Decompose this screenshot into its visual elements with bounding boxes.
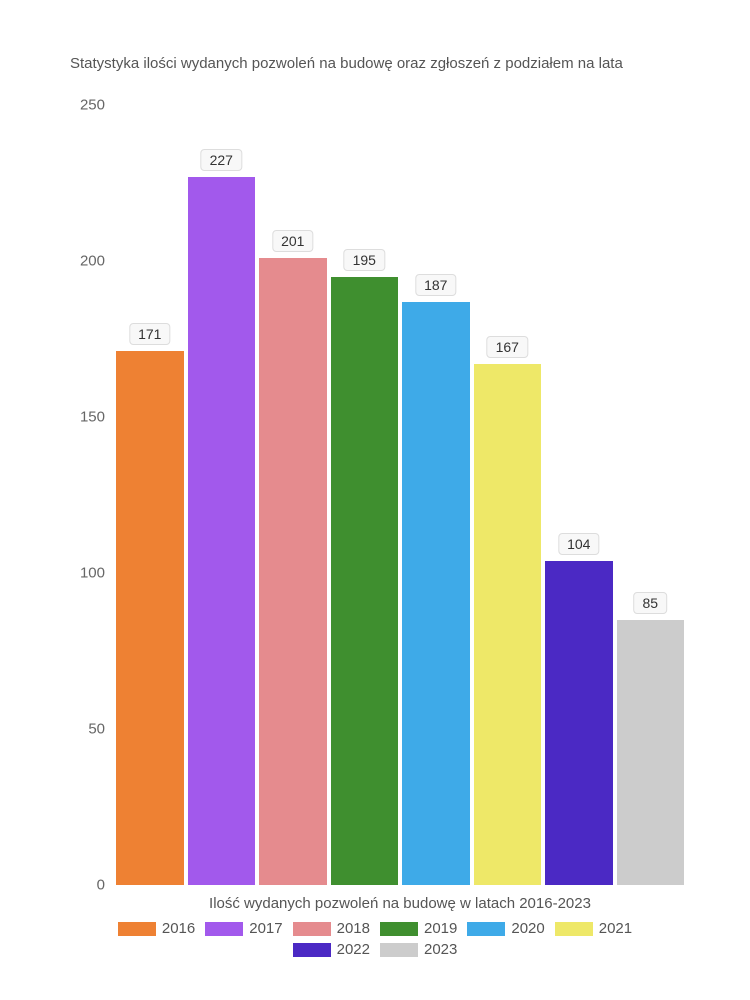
legend: 2016 2017 2018 2019 2020 2021 2022 2023: [0, 920, 750, 962]
bar-value-label: 187: [415, 274, 456, 296]
bar: 171: [116, 351, 184, 885]
bar-value-label: 201: [272, 230, 313, 252]
legend-label: 2017: [249, 920, 282, 937]
legend-item: 2022: [293, 941, 370, 958]
legend-swatch: [555, 922, 593, 936]
legend-swatch: [467, 922, 505, 936]
bar-value-label: 227: [201, 149, 242, 171]
legend-swatch: [380, 922, 418, 936]
y-tick: 200: [60, 253, 105, 270]
legend-swatch: [293, 922, 331, 936]
legend-row-2: 2022 2023: [0, 941, 750, 958]
bar-value-label: 195: [344, 249, 385, 271]
legend-label: 2020: [511, 920, 544, 937]
y-tick: 0: [60, 877, 105, 894]
legend-item: 2019: [380, 920, 457, 937]
bar: 195: [331, 277, 399, 885]
bar: 104: [545, 561, 613, 885]
legend-swatch: [205, 922, 243, 936]
bar: 227: [188, 177, 256, 885]
x-axis-label: Ilość wydanych pozwoleń na budowę w lata…: [110, 895, 690, 912]
legend-item: 2021: [555, 920, 632, 937]
legend-label: 2023: [424, 941, 457, 958]
legend-swatch: [118, 922, 156, 936]
legend-swatch: [293, 943, 331, 957]
plot-area: 17122720119518716710485: [110, 105, 690, 885]
y-tick: 100: [60, 565, 105, 582]
y-axis: 050100150200250: [60, 105, 105, 885]
legend-item: 2023: [380, 941, 457, 958]
legend-row-1: 2016 2017 2018 2019 2020 2021: [0, 920, 750, 937]
bar: 85: [617, 620, 685, 885]
bar-value-label: 171: [129, 323, 170, 345]
legend-item: 2017: [205, 920, 282, 937]
legend-label: 2018: [337, 920, 370, 937]
legend-label: 2021: [599, 920, 632, 937]
legend-label: 2019: [424, 920, 457, 937]
legend-swatch: [380, 943, 418, 957]
y-tick: 150: [60, 409, 105, 426]
legend-item: 2020: [467, 920, 544, 937]
legend-item: 2016: [118, 920, 195, 937]
bar-value-label: 104: [558, 533, 599, 555]
bar-value-label: 167: [487, 336, 528, 358]
y-tick: 250: [60, 97, 105, 114]
bar: 201: [259, 258, 327, 885]
chart-title: Statystyka ilości wydanych pozwoleń na b…: [70, 55, 623, 72]
y-tick: 50: [60, 721, 105, 738]
legend-label: 2022: [337, 941, 370, 958]
legend-item: 2018: [293, 920, 370, 937]
bar: 167: [474, 364, 542, 885]
bar-value-label: 85: [633, 592, 667, 614]
legend-label: 2016: [162, 920, 195, 937]
bar: 187: [402, 302, 470, 885]
bars-container: 17122720119518716710485: [110, 105, 690, 885]
